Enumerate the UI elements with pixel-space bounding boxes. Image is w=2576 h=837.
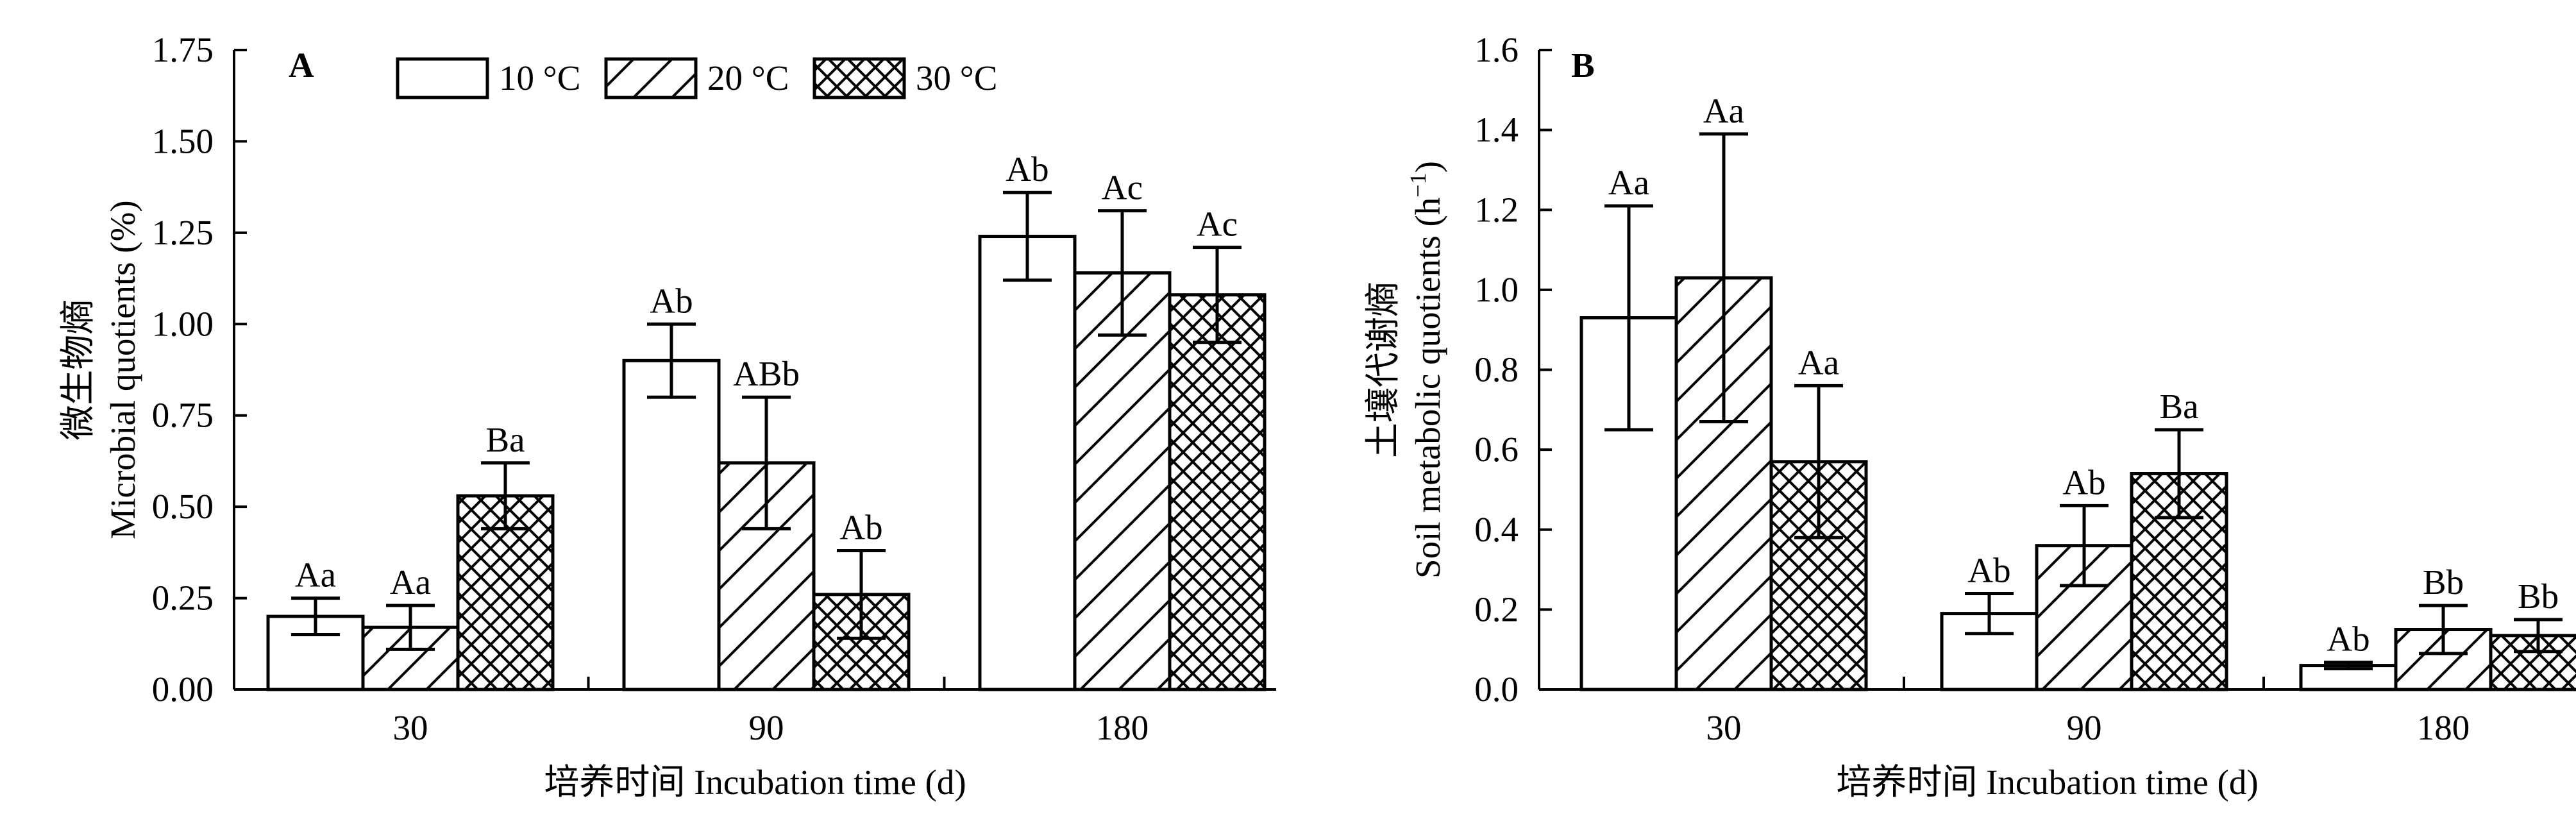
legend: 10 °C 20 °C 30 °C xyxy=(396,57,997,99)
bar-bg xyxy=(980,236,1075,689)
legend-swatch-bg xyxy=(398,59,487,97)
legend-swatch-pattern xyxy=(606,59,696,97)
y-tick-label: 1.50 xyxy=(152,121,214,160)
y-axis-title-cn: 土壤代谢熵 xyxy=(1363,282,1402,458)
x-axis-title: 培养时间 Incubation time (d) xyxy=(544,763,966,802)
y-tick-label: 1.0 xyxy=(1474,270,1519,309)
y-tick-label: 0.4 xyxy=(1474,510,1519,549)
bar-bg xyxy=(624,360,719,689)
y-tick-label: 1.2 xyxy=(1474,190,1519,229)
significance-label: Ab xyxy=(2062,462,2105,502)
y-tick-label: 0.75 xyxy=(152,396,214,435)
y-tick-label: 1.75 xyxy=(152,30,214,69)
legend-swatch xyxy=(604,57,698,99)
bar-pattern xyxy=(1170,294,1265,689)
x-axis-title: 培养时间 Incubation time (d) xyxy=(1836,763,2258,802)
y-axis-title: 微生物熵 Microbial quotients (%) xyxy=(58,200,142,539)
x-tick-label: 90 xyxy=(749,708,784,747)
y-tick-label: 1.00 xyxy=(152,304,214,343)
y-tick-label: 1.25 xyxy=(152,213,214,252)
y-axis-title-en: Soil metabolic quotients (h−1) xyxy=(1405,161,1447,579)
significance-label: Bb xyxy=(2518,577,2559,616)
y-tick-label: 0.6 xyxy=(1474,430,1519,469)
panel-A: 0.00 0.25 0.50 0.75 1.00 1.25 1.50 1.75 30 90 180 A… xyxy=(58,30,1276,802)
x-tick-label: 30 xyxy=(393,708,428,747)
legend-swatch xyxy=(812,57,906,99)
legend-label: 20 °C xyxy=(707,58,789,97)
significance-label: Aa xyxy=(390,562,431,602)
legend-swatch xyxy=(396,57,489,99)
x-tick-label: 180 xyxy=(2417,708,2470,747)
significance-label: Bb xyxy=(2423,562,2464,602)
legend-label: 30 °C xyxy=(916,58,997,97)
significance-label: Aa xyxy=(295,555,336,595)
x-tick-label: 90 xyxy=(2067,708,2102,747)
y-axis-title: 土壤代谢熵 Soil metabolic quotients (h−1) xyxy=(1363,161,1447,579)
y-tick-label: 1.4 xyxy=(1474,110,1519,149)
significance-label: Ba xyxy=(485,420,525,459)
significance-label: Aa xyxy=(1703,91,1744,130)
significance-label: Aa xyxy=(1798,342,1839,382)
y-tick-label: 0.25 xyxy=(152,579,214,618)
y-tick-label: 0.50 xyxy=(152,487,214,526)
y-axis-title-cn: 微生物熵 xyxy=(58,299,97,440)
panel-B: 0.0 0.2 0.4 0.6 0.8 1.0 1.2 1.4 1.6 30 90 180 Aa Ab Ab… xyxy=(1363,30,2576,802)
y-tick-label: 0.8 xyxy=(1474,350,1519,389)
significance-label: Ac xyxy=(1197,205,1238,244)
x-tick-label: 30 xyxy=(1706,708,1742,747)
significance-label: Aa xyxy=(1608,163,1649,202)
significance-label: Ab xyxy=(2327,620,2370,659)
y-tick-label: 0.00 xyxy=(152,670,214,709)
y-tick-label: 0.0 xyxy=(1474,670,1519,709)
significance-label: Ab xyxy=(650,281,693,320)
y-axis-title-en: Microbial quotients (%) xyxy=(103,200,142,539)
bar-pattern xyxy=(2491,635,2576,689)
significance-label: Ba xyxy=(2159,387,2198,426)
significance-label: ABb xyxy=(733,354,800,393)
significance-label: Ab xyxy=(1967,550,2010,589)
significance-label: Ab xyxy=(1006,149,1048,189)
legend-label: 10 °C xyxy=(499,58,580,97)
legend-swatch-pattern xyxy=(814,59,904,97)
panel-label: A xyxy=(289,46,314,85)
y-tick-label: 1.6 xyxy=(1474,30,1519,69)
x-tick-label: 180 xyxy=(1096,708,1149,747)
significance-label: Ab xyxy=(839,508,882,547)
panel-label: B xyxy=(1571,46,1595,85)
y-tick-label: 0.2 xyxy=(1474,589,1519,629)
significance-label: Ac xyxy=(1102,168,1143,207)
bar-pattern xyxy=(1075,273,1170,689)
